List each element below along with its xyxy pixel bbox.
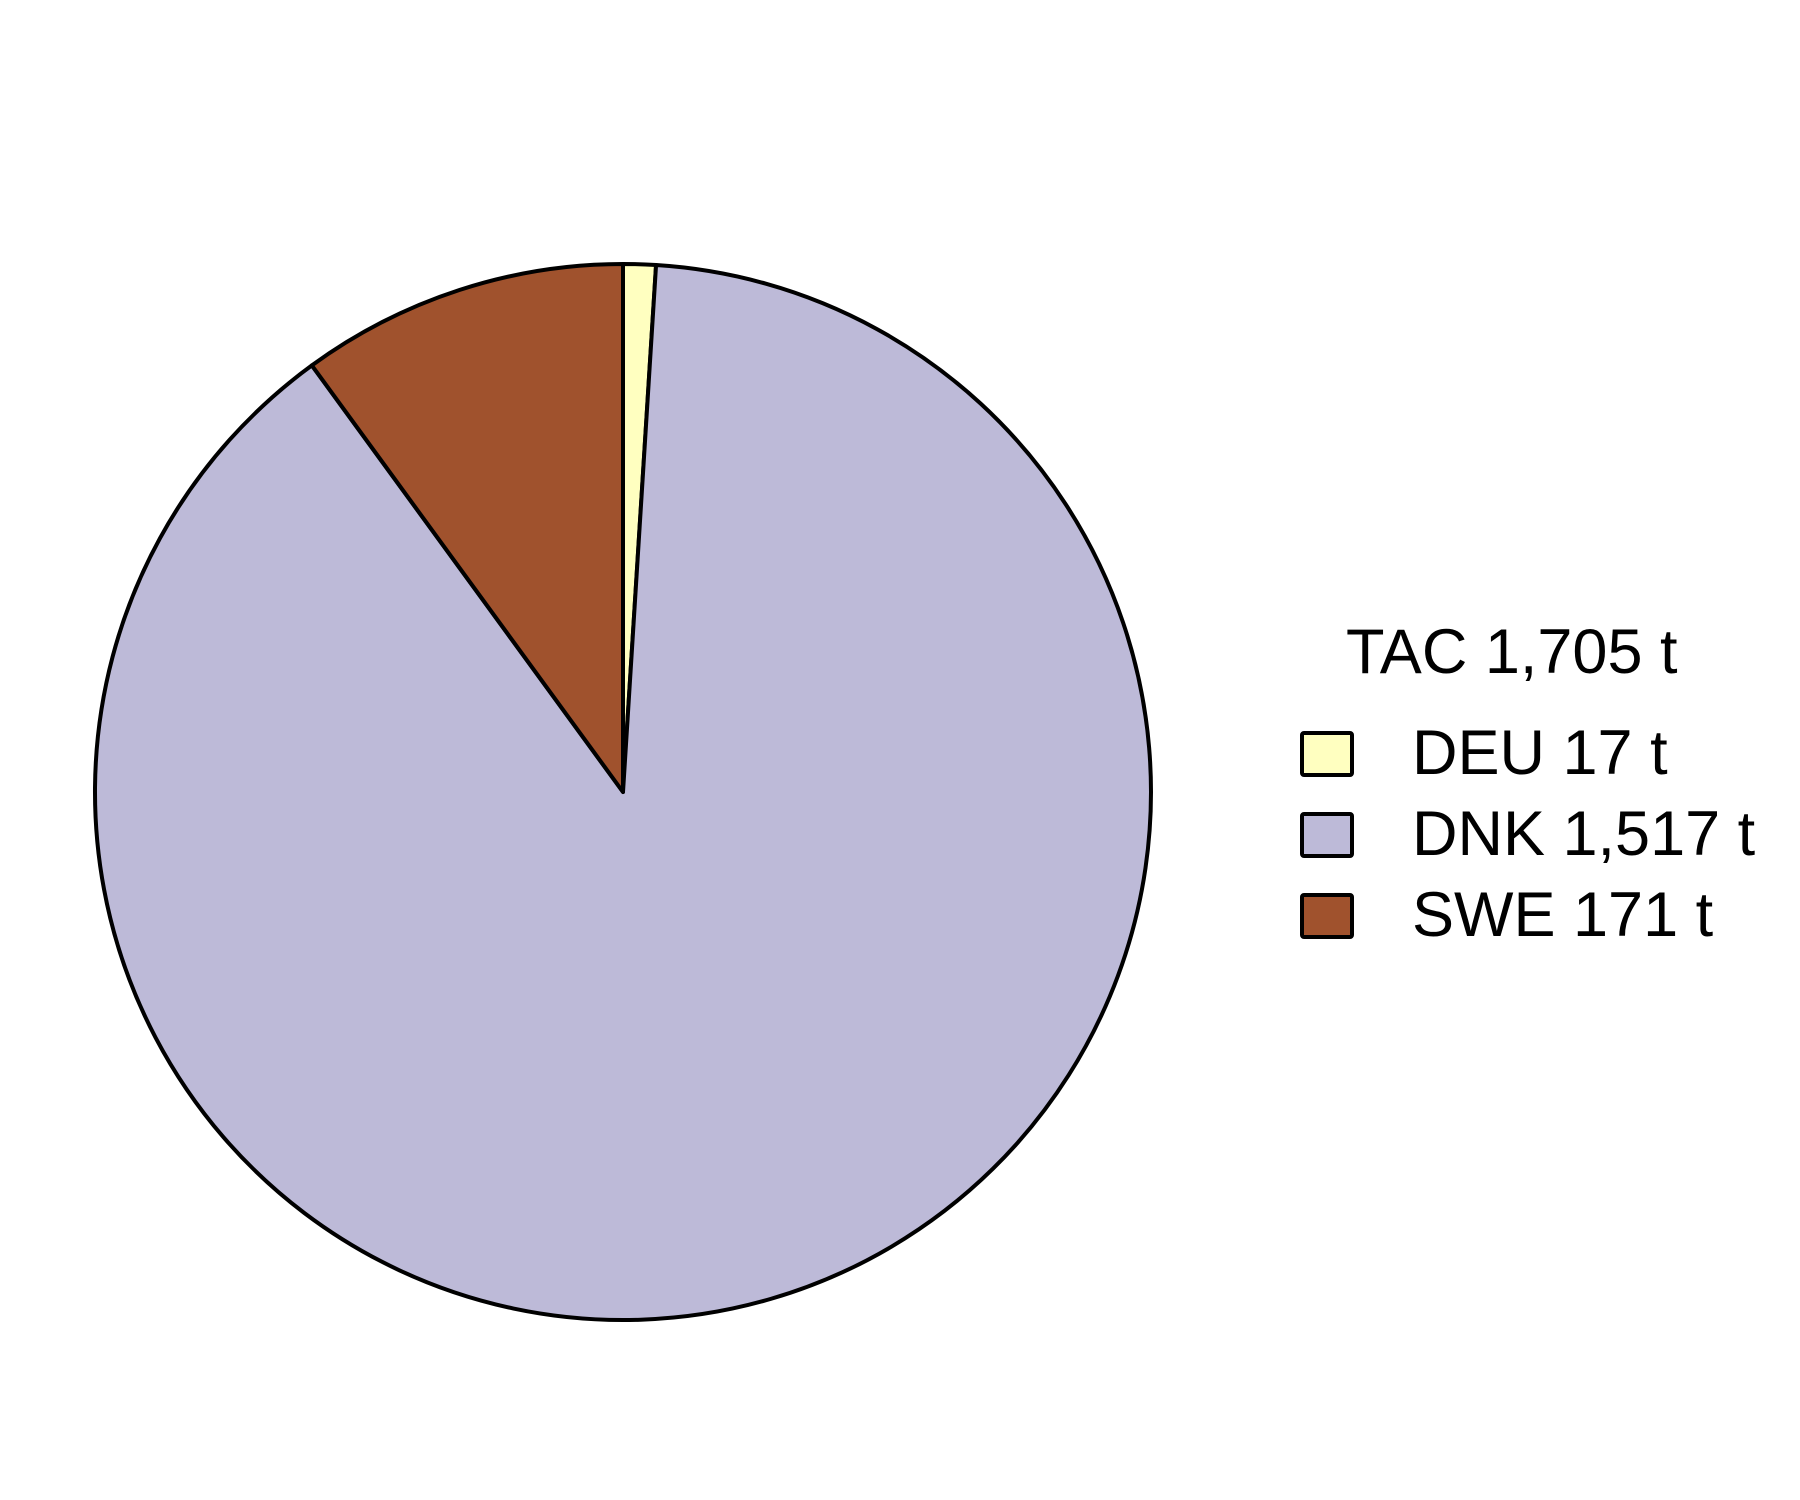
legend-label-dnk: DNK 1,517 t <box>1412 799 1756 869</box>
legend-swatch-deu <box>1300 731 1354 777</box>
legend-label-swe: SWE 171 t <box>1412 880 1714 950</box>
legend-title: TAC 1,705 t <box>1346 617 1678 687</box>
legend-label-deu: DEU 17 t <box>1412 718 1668 788</box>
pie-slice-swe <box>309 262 625 794</box>
pie-slices <box>92 262 1153 1322</box>
legend: TAC 1,705 t DEU 17 t DNK 1,517 t SWE 171 t <box>1300 617 1756 950</box>
legend-swatch-dnk <box>1300 812 1354 858</box>
legend-swatch-swe <box>1300 893 1354 939</box>
